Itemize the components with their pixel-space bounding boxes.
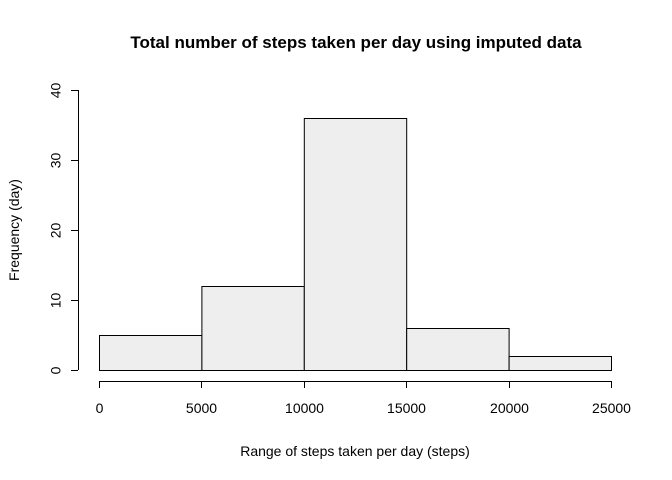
x-tick-label-0: 0 — [96, 400, 104, 416]
y-tick-label-2: 20 — [48, 223, 64, 239]
histogram-bar-1 — [201, 286, 305, 371]
histogram-bar-3 — [406, 328, 510, 371]
x-axis: 0 5000 10000 15000 20000 25000 — [96, 381, 631, 416]
y-axis: 0 10 20 30 40 — [48, 83, 79, 374]
x-tick-label-3: 15000 — [387, 400, 426, 416]
x-tick-label-4: 20000 — [490, 400, 529, 416]
histogram-bars — [99, 118, 613, 371]
y-tick-label-3: 30 — [48, 153, 64, 169]
x-tick-label-5: 25000 — [592, 400, 631, 416]
histogram-bar-2 — [303, 118, 408, 371]
y-tick-label-1: 10 — [48, 293, 64, 309]
x-tick-label-2: 10000 — [285, 400, 324, 416]
x-tick-label-1: 5000 — [186, 400, 217, 416]
y-tick-label-0: 0 — [48, 366, 64, 374]
y-axis-label: Frequency (day) — [6, 179, 22, 281]
chart-title: Total number of steps taken per day usin… — [130, 33, 582, 52]
y-tick-label-4: 40 — [48, 83, 64, 99]
histogram-bar-4 — [508, 356, 613, 371]
histogram-bar-0 — [99, 335, 203, 371]
x-axis-label: Range of steps taken per day (steps) — [240, 443, 470, 459]
